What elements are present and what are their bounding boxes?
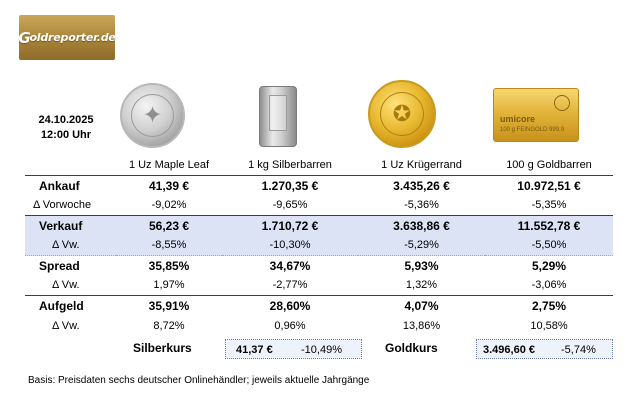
krugerrand-coin-image: ✪ [368, 80, 436, 148]
row-label: Ankauf [25, 175, 116, 196]
time-label: 12:00 Uhr [40, 129, 92, 141]
table-row-spread: Spread 35,85% 34,67% 5,93% 5,29% [25, 256, 613, 276]
table-cell: -2,77% [272, 279, 308, 292]
table-cell: 28,60% [222, 295, 358, 316]
table-row-aufgeld: Aufgeld 35,91% 28,60% 4,07% 2,75% [25, 295, 613, 316]
table-cell: 11.552,78 € [485, 215, 613, 236]
silberkurs-box: 41,37 € -10,49% [225, 339, 362, 359]
table-cell: 0,96% [274, 319, 306, 332]
table-cell: 1,32% [405, 279, 438, 292]
table-cell: 1.710,72 € [222, 215, 358, 236]
product-header-maple-leaf: 1 Uz Maple Leaf [128, 159, 210, 171]
logo-text: oldreporter.de [29, 31, 116, 44]
table-cell: 3.638,86 € [358, 215, 485, 236]
table-cell: 10.972,51 € [485, 175, 613, 196]
table-cell: 35,85% [148, 258, 190, 273]
table-row-delta-ankauf: Δ Vorwoche -9,02% -9,65% -5,36% -5,35% [25, 196, 613, 216]
product-header-gold-bar: 100 g Goldbarren [506, 159, 592, 171]
date-time: 24.10.2025 12:00 Uhr [36, 113, 96, 143]
maple-leaf-icon: ✦ [131, 94, 174, 137]
table-cell: 4,07% [358, 295, 485, 316]
maple-leaf-coin-image: ✦ [120, 83, 185, 148]
row-label: Verkauf [25, 215, 116, 236]
springbok-icon: ✪ [380, 92, 424, 136]
table-row-ankauf: Ankauf 41,39 € 1.270,35 € 3.435,26 € 10.… [25, 175, 613, 196]
row-label: Δ Vorwoche [33, 199, 92, 212]
goldkurs-price: 3.496,60 € [483, 344, 535, 356]
gold-bar-text: 100 g FEINGOLD 999,9 [500, 127, 565, 133]
table-cell: 2,75% [485, 295, 613, 316]
footnote: Basis: Preisdaten sechs deutscher Online… [28, 375, 370, 386]
table-cell: 13,86% [402, 319, 441, 332]
row-label: Spread [39, 258, 80, 273]
table-cell: -9,65% [272, 199, 308, 212]
logo-initial: G [18, 28, 31, 47]
gold-bar-brand: umicore [500, 114, 536, 124]
product-header-silver-bar: 1 kg Silberbarren [248, 159, 332, 171]
table-row-delta-verkauf: Δ Vw. -8,55% -10,30% -5,29% -5,50% [25, 235, 613, 256]
goldkurs-box: 3.496,60 € -5,74% [476, 339, 613, 359]
table-cell: -8,55% [116, 235, 222, 256]
table-cell: -5,50% [485, 235, 613, 256]
table-row-delta-spread: Δ Vw. 1,97% -2,77% 1,32% -3,06% [25, 276, 613, 296]
gold-bar-image: umicore 100 g FEINGOLD 999,9 [493, 88, 579, 142]
row-label: Aufgeld [25, 295, 116, 316]
silberkurs-label: Silberkurs [133, 341, 192, 355]
silberkurs-change: -10,49% [301, 344, 342, 356]
table-cell: 56,23 € [116, 215, 222, 236]
table-cell: 34,67% [269, 258, 311, 273]
table-cell: -3,06% [531, 279, 567, 292]
silberkurs-price: 41,37 € [236, 344, 273, 356]
table-cell: -5,35% [531, 199, 567, 212]
table-cell: -10,30% [222, 235, 358, 256]
table-cell: -9,02% [151, 199, 187, 212]
spot-price-row: Silberkurs 41,37 € -10,49% Goldkurs 3.49… [0, 339, 631, 359]
date-label: 24.10.2025 [38, 114, 94, 126]
table-cell: 8,72% [153, 319, 185, 332]
table-row-delta-aufgeld: Δ Vw. 8,72% 0,96% 13,86% 10,58% [25, 316, 613, 336]
goldkurs-label: Goldkurs [385, 341, 438, 355]
table-cell: 5,29% [531, 258, 567, 273]
row-label: Δ Vw. [52, 279, 80, 292]
row-label: Δ Vw. [25, 235, 116, 256]
silver-bar-image [259, 86, 297, 147]
table-cell: 5,93% [404, 258, 439, 273]
product-header-krugerrand: 1 Uz Krügerrand [381, 159, 462, 171]
table-cell: 10,58% [530, 319, 568, 332]
table-cell: -5,36% [404, 199, 439, 212]
table-cell: 35,91% [116, 295, 222, 316]
price-table: Ankauf 41,39 € 1.270,35 € 3.435,26 € 10.… [25, 175, 613, 336]
row-label: Δ Vw. [52, 319, 80, 332]
table-cell: 41,39 € [116, 175, 222, 196]
silver-bar-stamp [269, 95, 287, 131]
table-cell: 1,97% [153, 279, 185, 292]
table-cell: -5,29% [358, 235, 485, 256]
goldkurs-change: -5,74% [561, 344, 596, 356]
umicore-seal-icon [554, 95, 570, 111]
table-cell: 3.435,26 € [358, 175, 485, 196]
table-cell: 1.270,35 € [222, 175, 358, 196]
table-row-verkauf: Verkauf 56,23 € 1.710,72 € 3.638,86 € 11… [25, 215, 613, 236]
